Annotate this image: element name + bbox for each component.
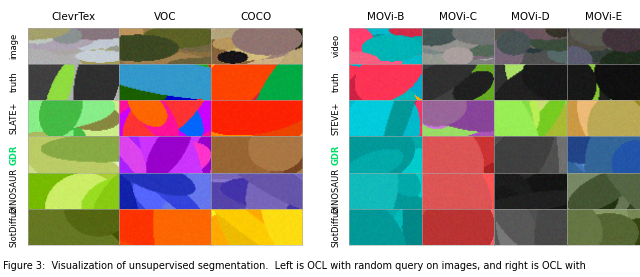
Text: video: video (332, 34, 340, 57)
Text: SlotDiffuz: SlotDiffuz (332, 207, 340, 247)
Text: COCO: COCO (241, 12, 272, 22)
Text: image: image (10, 33, 19, 59)
Text: GDR: GDR (10, 144, 19, 165)
Text: ClevrTex: ClevrTex (52, 12, 96, 22)
Text: MOVi-D: MOVi-D (511, 12, 550, 22)
Text: truth: truth (332, 72, 340, 93)
Text: SLATE+: SLATE+ (10, 102, 19, 135)
Text: DINOSAUR: DINOSAUR (332, 168, 340, 213)
Text: VOC: VOC (154, 12, 177, 22)
Text: STEVE+: STEVE+ (332, 102, 340, 135)
Text: MOVi-B: MOVi-B (367, 12, 404, 22)
Text: GDR: GDR (332, 144, 340, 165)
Text: truth: truth (10, 72, 19, 93)
Text: MOVi-C: MOVi-C (439, 12, 477, 22)
Text: MOVi-E: MOVi-E (585, 12, 622, 22)
Text: DINOSAUR: DINOSAUR (10, 168, 19, 213)
Text: Figure 3:  Visualization of unsupervised segmentation.  Left is OCL with random : Figure 3: Visualization of unsupervised … (3, 261, 586, 271)
Text: SlotDiffuz: SlotDiffuz (10, 207, 19, 247)
